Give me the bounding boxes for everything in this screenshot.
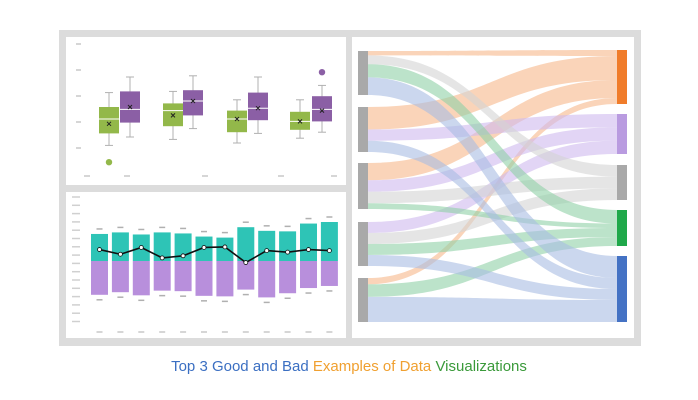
box-mean-marker [319,108,325,113]
box-plot-panel [66,37,346,185]
trend-point [222,244,228,250]
positive-bar [111,232,129,261]
negative-bar [300,261,317,289]
box-body [248,92,268,121]
trend-point [138,245,144,250]
trend-point [306,247,311,252]
box-plot-chart [76,43,337,177]
negative-bar [279,261,297,294]
positive-bar [279,231,297,261]
negative-bar [195,261,213,296]
sankey-flow [368,255,617,300]
box-outlier [105,159,113,166]
negative-bar [216,261,234,297]
negative-bar [237,261,255,290]
sankey-flow [368,77,617,279]
box-mean-marker [255,105,261,111]
sankey-flow [368,50,617,56]
box-mean-marker [297,119,303,124]
sankey-flow [368,64,617,224]
trend-point [201,245,207,250]
negative-bar [174,261,192,292]
caption-part-top-3: Top 3 Good and Bad [171,358,313,375]
trend-point [285,249,291,255]
sankey-target-node [617,50,627,104]
sankey-chart [358,50,627,322]
box-mean-marker [190,98,196,104]
caption-part-visualizations: Visualizations [435,358,527,375]
negative-bar [258,261,276,298]
sankey-flow [368,237,617,297]
negative-bar [111,261,129,293]
diverging-bar-panel [66,192,346,338]
sankey-target-node [617,114,627,154]
positive-bar [258,230,276,261]
negative-bar [132,261,150,296]
trend-point [159,255,165,261]
negative-bar [320,261,338,286]
figure-caption: Top 3 Good and Bad Examples of Data Visu… [0,358,698,375]
sankey-source-node [358,107,368,152]
box-mean-marker [127,104,133,110]
trend-line [99,246,330,264]
trend-point [326,248,332,253]
trend-point [180,253,186,259]
box-body [183,90,203,116]
box-mean-marker [170,113,176,118]
trend-point [97,247,102,252]
sankey-target-node [617,256,627,322]
box-body [312,96,332,122]
sankey-source-node [358,278,368,322]
sankey-source-node [358,222,368,266]
sankey-source-node [358,163,368,209]
box-outlier [318,69,326,76]
positive-bar [153,232,171,261]
sankey-flow [368,127,617,192]
box-body [99,107,119,134]
box-mean-marker [106,121,112,127]
sankey-source-node [358,51,368,95]
positive-bar [300,223,317,261]
positive-bar [237,227,255,261]
sankey-panel [352,37,634,338]
sankey-flow [368,176,617,204]
trend-point [243,260,249,265]
negative-bar [91,261,108,295]
diverging-bar-chart [72,196,338,333]
sankey-target-node [617,210,627,246]
box-mean-marker [234,116,240,122]
sankey-flow [368,296,617,322]
sankey-flow [368,140,617,289]
trend-point [264,248,270,253]
caption-part-examples: Examples of Data [312,358,436,375]
positive-bar [320,222,338,261]
box-body [227,110,247,133]
sankey-flow [368,228,617,255]
sankey-flow [368,55,617,177]
trend-point [118,251,123,257]
sankey-target-node [617,165,627,200]
sankey-flow [368,114,617,141]
negative-bar [153,261,171,291]
